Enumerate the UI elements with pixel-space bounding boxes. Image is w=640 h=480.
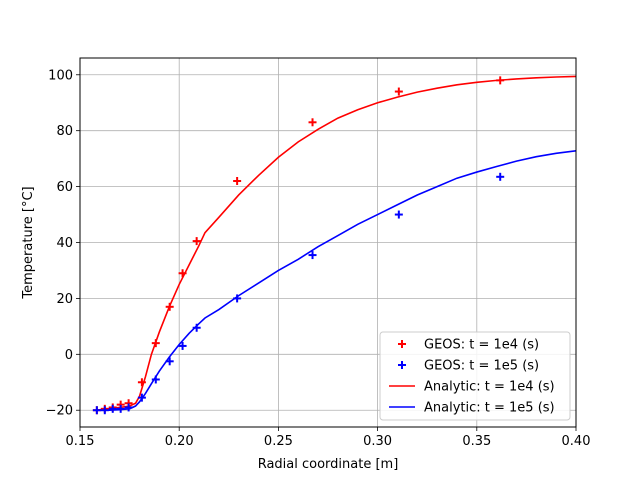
x-tick-label: 0.40 bbox=[562, 434, 591, 449]
legend-item: Analytic: t = 1e5 (s) bbox=[389, 401, 555, 416]
data-point-series-1 bbox=[137, 393, 146, 402]
data-point-series-1 bbox=[108, 404, 117, 413]
data-point-series-1 bbox=[192, 323, 201, 332]
legend-box bbox=[379, 331, 571, 421]
y-tick-label: 20 bbox=[56, 292, 73, 307]
legend-marker bbox=[398, 361, 406, 369]
x-tick-label: 0.35 bbox=[462, 434, 491, 449]
data-point-series-0 bbox=[151, 339, 160, 348]
legend-label: Analytic: t = 1e5 (s) bbox=[424, 401, 555, 416]
legend-marker bbox=[398, 340, 406, 348]
ticks: 0.15 0.20 0.25 0.30 0.35 0.40 −20 0 20 40 60 80 100 bbox=[46, 68, 591, 449]
data-point-series-1 bbox=[233, 294, 242, 303]
x-tick-label: 0.25 bbox=[264, 434, 293, 449]
y-tick-label: 0 bbox=[65, 348, 73, 363]
data-point-series-1 bbox=[165, 357, 174, 366]
legend-item: GEOS: t = 1e5 (s) bbox=[398, 359, 539, 374]
legend-label: GEOS: t = 1e5 (s) bbox=[424, 359, 539, 374]
legend: GEOS: t = 1e4 (s) GEOS: t = 1e5 (s) Analyt… bbox=[379, 331, 571, 421]
data-point-series-1 bbox=[116, 404, 125, 413]
y-tick-label: −20 bbox=[46, 404, 73, 419]
y-tick-label: 80 bbox=[56, 124, 73, 139]
data-point-series-1 bbox=[100, 406, 109, 415]
y-axis-label: Temperature [°C] bbox=[21, 186, 36, 299]
data-point-series-0 bbox=[178, 269, 187, 278]
data-point-series-0 bbox=[394, 87, 403, 96]
x-tick-label: 0.20 bbox=[165, 434, 194, 449]
data-point-series-0 bbox=[233, 177, 242, 185]
y-tick-label: 40 bbox=[56, 236, 73, 251]
legend-label: GEOS: t = 1e4 (s) bbox=[424, 338, 539, 353]
data-point-series-1 bbox=[394, 210, 403, 219]
data-point-series-1 bbox=[308, 251, 317, 260]
data-point-series-1 bbox=[496, 172, 505, 181]
y-tick-label: 100 bbox=[48, 68, 73, 83]
data-point-series-1 bbox=[178, 341, 187, 350]
data-point-series-0 bbox=[192, 237, 201, 246]
legend-label: Analytic: t = 1e4 (s) bbox=[424, 380, 555, 395]
series-line-2 bbox=[95, 75, 576, 412]
y-tick-label: 60 bbox=[56, 180, 73, 195]
x-tick-label: 0.15 bbox=[66, 434, 95, 449]
data-point-series-0 bbox=[137, 378, 146, 387]
series-layer bbox=[92, 75, 576, 415]
data-point-series-1 bbox=[151, 375, 160, 384]
data-point-series-0 bbox=[496, 76, 505, 85]
x-tick-label: 0.30 bbox=[363, 434, 392, 449]
data-point-series-0 bbox=[165, 302, 174, 311]
data-point-series-1 bbox=[124, 403, 133, 412]
x-axis-label: Radial coordinate [m] bbox=[258, 457, 399, 472]
data-point-series-0 bbox=[308, 118, 317, 127]
legend-item: GEOS: t = 1e4 (s) bbox=[398, 338, 539, 353]
data-point-series-1 bbox=[92, 406, 101, 415]
legend-item: Analytic: t = 1e4 (s) bbox=[389, 380, 555, 395]
